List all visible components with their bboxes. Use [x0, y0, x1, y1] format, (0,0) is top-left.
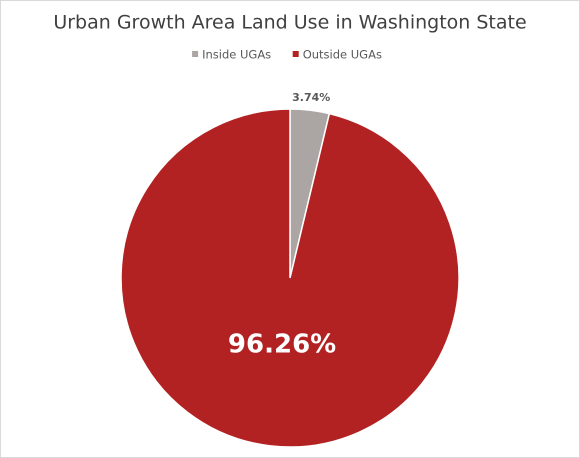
data-label: 96.26% [228, 330, 336, 360]
chart-title: Urban Growth Area Land Use in Washington… [53, 12, 526, 34]
pie-slice [120, 108, 460, 448]
data-label: 3.74% [292, 91, 330, 104]
legend-label: Outside UGAs [303, 48, 382, 62]
legend-swatch [192, 51, 199, 57]
legend-label: Inside UGAs [202, 48, 271, 62]
legend-swatch [292, 51, 299, 57]
